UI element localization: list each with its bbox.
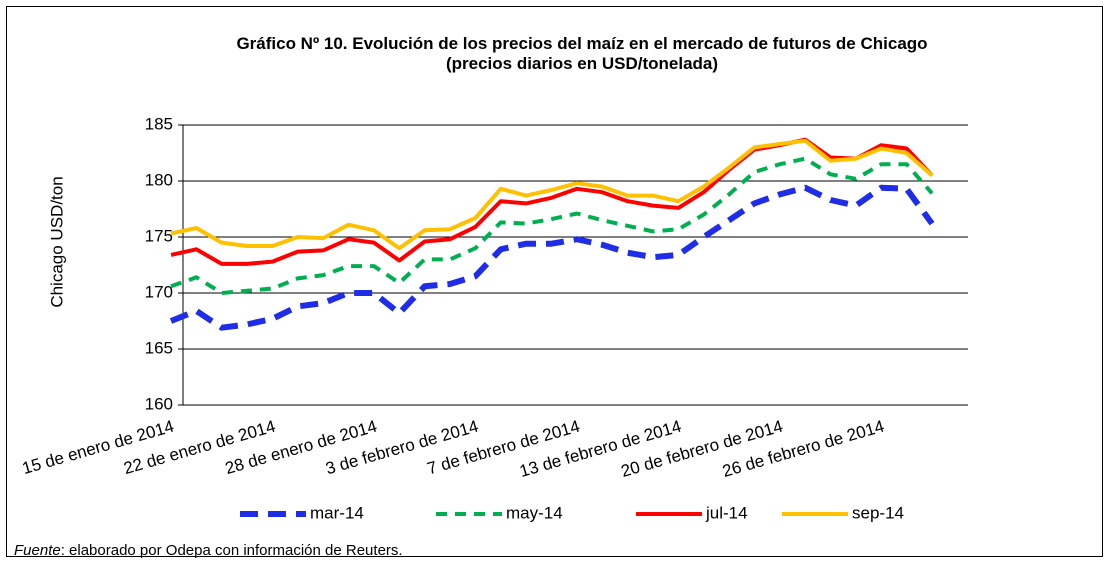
source-note: Fuente: elaborado por Odepa con informac… <box>14 542 403 559</box>
y-axis-label: Chicago USD/ton <box>47 176 66 307</box>
series-line <box>170 156 934 295</box>
source-label: Fuente <box>14 542 61 559</box>
y-tick-label: 170 <box>145 282 173 301</box>
source-text: : elaborado por Odepa con información de… <box>60 542 403 559</box>
legend-label: may-14 <box>506 503 563 522</box>
chart-subtitle: (precios diarios en USD/tonelada) <box>445 54 719 73</box>
chart-title: Gráfico Nº 10. Evolución de los precios … <box>236 34 928 53</box>
y-tick-label: 160 <box>145 394 173 413</box>
legend-label: sep-14 <box>852 503 904 522</box>
title-block: Gráfico Nº 10. Evolución de los precios … <box>222 34 942 74</box>
series-line <box>170 138 934 251</box>
y-tick-label: 180 <box>145 170 173 189</box>
y-tick-label: 185 <box>145 114 173 133</box>
frame <box>6 6 1103 557</box>
series-line <box>169 184 935 331</box>
y-tick-label: 165 <box>145 338 173 357</box>
y-tick-label: 175 <box>145 226 173 245</box>
legend-label: mar-14 <box>310 503 364 522</box>
legend-label: jul-14 <box>705 503 748 522</box>
